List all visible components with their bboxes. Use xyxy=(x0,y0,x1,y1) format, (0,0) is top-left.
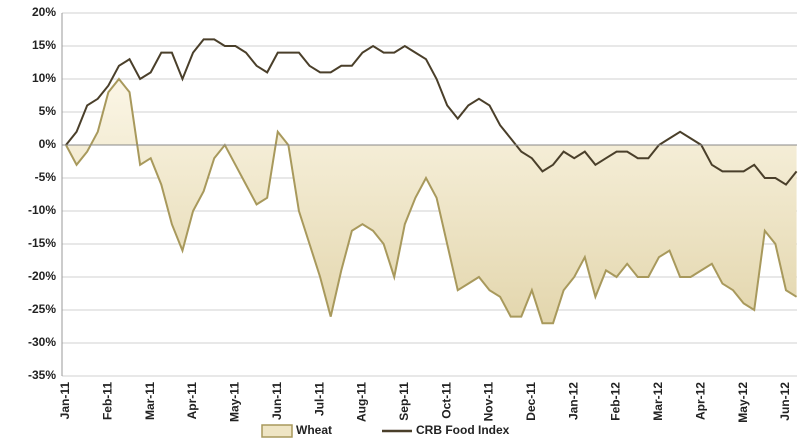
y-tick-label: -35% xyxy=(28,368,56,382)
y-tick-label: 10% xyxy=(32,71,56,85)
x-tick-label: Jan-12 xyxy=(566,382,580,420)
x-tick-label: Sep-11 xyxy=(397,382,411,421)
area xyxy=(66,79,797,324)
x-tick-label: Nov-11 xyxy=(482,382,496,422)
y-tick-label: -25% xyxy=(28,302,56,316)
x-tick-label: Jul-11 xyxy=(312,382,326,416)
y-tick-label: 15% xyxy=(32,38,56,52)
x-tick-label: Feb-11 xyxy=(101,382,115,420)
y-tick-label: 0% xyxy=(39,137,57,151)
area-line xyxy=(65,77,798,325)
y-tick-label: -15% xyxy=(28,236,56,250)
y-tick-label: -20% xyxy=(28,269,56,283)
line xyxy=(65,38,798,186)
x-tick-label: Jun-12 xyxy=(778,382,792,421)
x-tick-label: Dec-11 xyxy=(524,382,538,421)
x-tick-label: Feb-12 xyxy=(609,382,623,421)
legend-item: Wheat xyxy=(261,423,332,438)
legend-swatch xyxy=(261,424,293,438)
x-tick-label: Oct-11 xyxy=(439,382,453,419)
x-tick-label: May-12 xyxy=(736,382,750,423)
x-tick-label: Mar-11 xyxy=(143,382,157,420)
x-tick-label: Apr-12 xyxy=(693,382,707,420)
legend-label: Wheat xyxy=(296,423,332,437)
y-tick-label: -5% xyxy=(35,170,57,184)
y-tick-label: -30% xyxy=(28,335,56,349)
x-tick-label: May-11 xyxy=(228,382,242,422)
legend-item: CRB Food Index xyxy=(382,423,510,437)
x-tick-label: Mar-12 xyxy=(651,382,665,421)
y-tick-label: 5% xyxy=(39,104,57,118)
y-tick-label: -10% xyxy=(28,203,56,217)
x-tick-label: Jun-11 xyxy=(270,382,284,420)
x-tick-label: Aug-11 xyxy=(355,382,369,422)
legend-label: CRB Food Index xyxy=(416,423,510,437)
y-tick-label: 20% xyxy=(32,5,56,19)
x-tick-label: Apr-11 xyxy=(185,382,199,420)
x-tick-label: Jan-11 xyxy=(58,382,72,420)
